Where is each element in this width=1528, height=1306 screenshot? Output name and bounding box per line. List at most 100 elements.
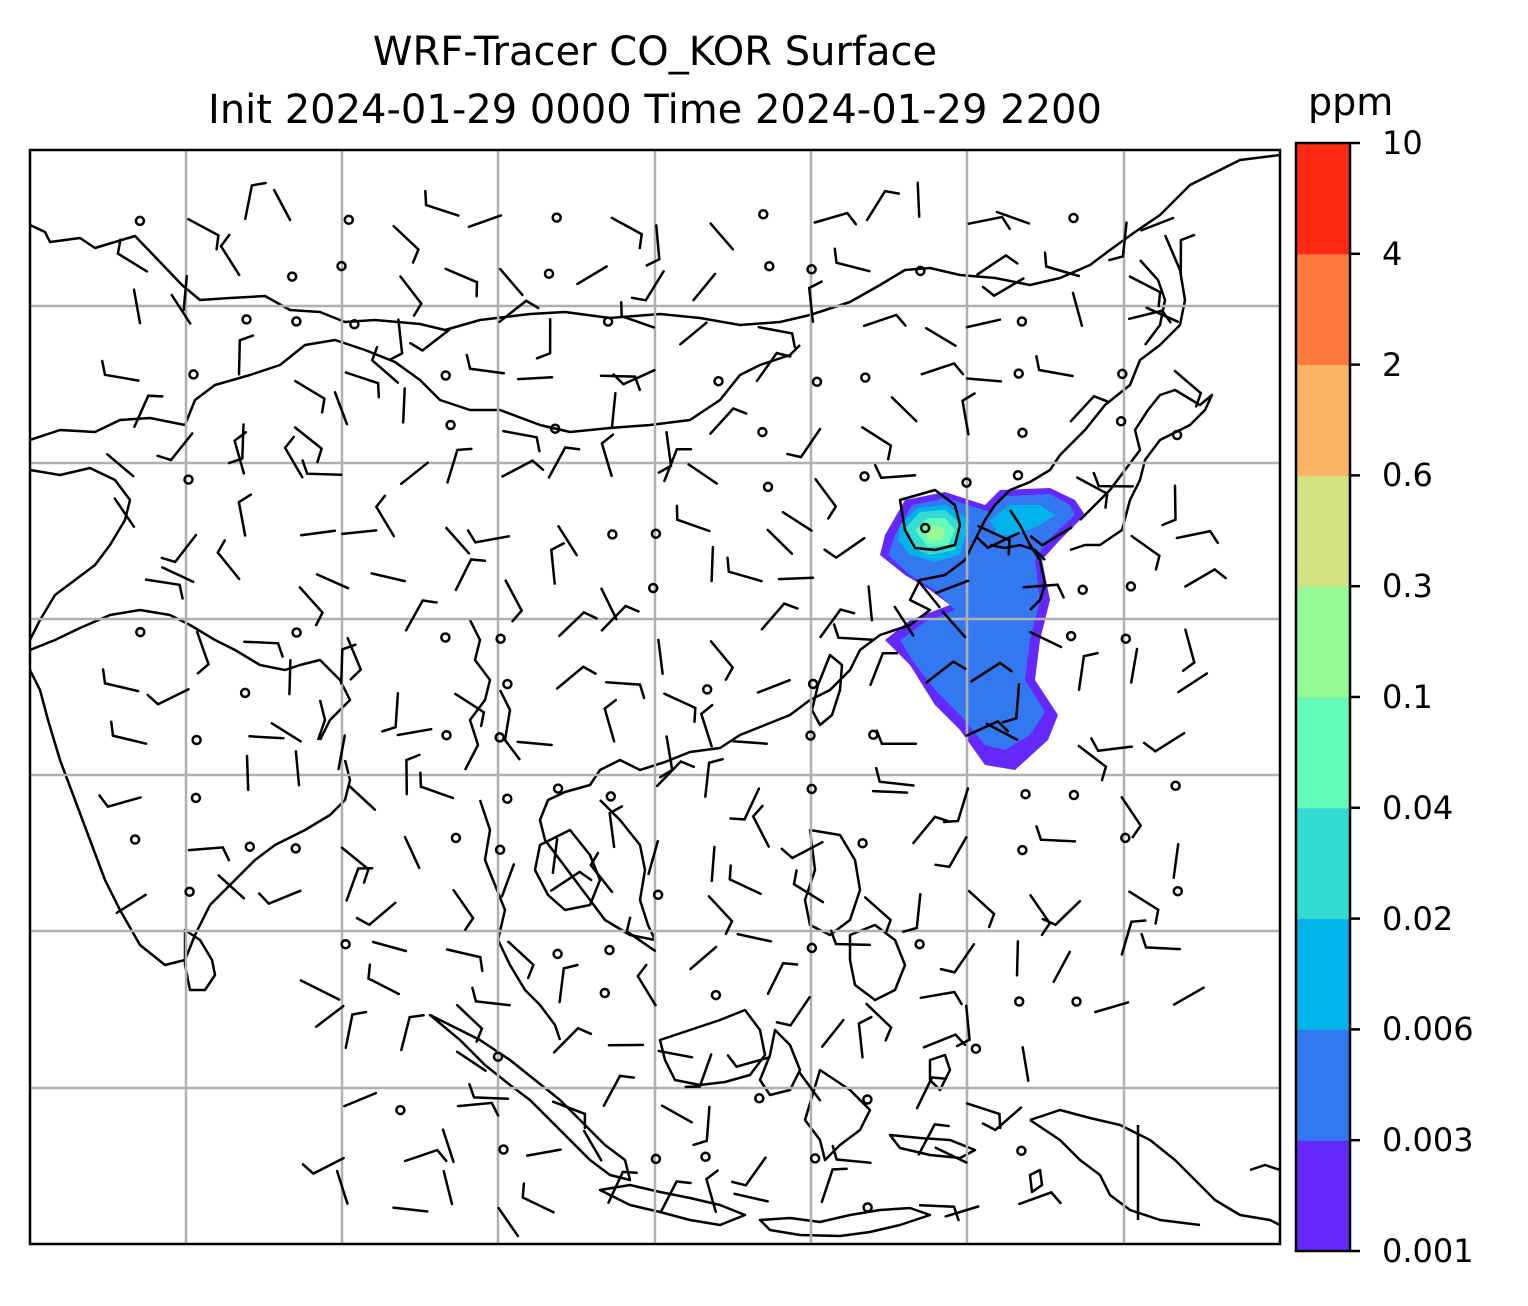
calm-wind-circle (1016, 1145, 1027, 1157)
wind-barb (833, 247, 871, 273)
wind-barb (917, 1123, 950, 1156)
calm-wind-circle (701, 684, 713, 695)
wind-barb (1120, 796, 1143, 839)
wind-barb (507, 940, 535, 980)
wind-barb (133, 394, 164, 429)
wind-barb (820, 1018, 845, 1048)
colorbar-tick-label: 0.003 (1382, 1121, 1474, 1160)
wind-barbs (98, 181, 1227, 1238)
calm-wind-circle (607, 529, 618, 540)
calm-wind-circle (552, 783, 564, 794)
wind-barb (902, 892, 922, 933)
colorbar-tick-label: 4 (1382, 234, 1403, 273)
wind-barb (132, 288, 142, 325)
wind-barb (445, 526, 471, 555)
calm-wind-circle (961, 477, 972, 488)
calm-wind-circle (286, 271, 298, 282)
wind-barb (403, 1148, 448, 1163)
calm-wind-circle (188, 369, 199, 380)
wind-barb (465, 353, 506, 375)
colorbar-tick-label: 10 (1382, 124, 1423, 162)
calm-wind-circle (134, 215, 146, 227)
wind-barb (657, 638, 664, 675)
wind-barb (625, 916, 657, 952)
wind-barb (807, 280, 823, 324)
map-gridlines (30, 150, 1280, 1244)
wind-barb (1142, 731, 1186, 753)
wind-barb (832, 623, 874, 641)
wind-barb (467, 214, 503, 229)
map-panel (30, 150, 1280, 1244)
wind-barb (452, 888, 475, 931)
wind-barb (294, 750, 301, 787)
wind-barb (98, 794, 142, 809)
calm-wind-circle (811, 376, 823, 388)
colorbar (1296, 143, 1350, 1252)
wind-barb (242, 640, 284, 658)
wind-barb (502, 429, 541, 453)
wind-barb (655, 760, 696, 788)
wind-barb (1077, 744, 1108, 782)
colorbar-segment (1296, 918, 1350, 1030)
wind-barb (339, 643, 357, 685)
wind-barb (156, 432, 194, 462)
wind-barb (985, 722, 1019, 741)
wind-barb (1092, 471, 1135, 488)
wind-barb (657, 1049, 694, 1059)
wind-barb (679, 321, 708, 346)
wind-barb (288, 658, 292, 696)
wind-barb (603, 698, 618, 743)
colorbar-segment (1296, 1029, 1350, 1141)
calm-wind-circle (1012, 470, 1024, 481)
calm-wind-circle (1065, 630, 1077, 642)
calm-wind-circle (1013, 368, 1024, 379)
colorbar-segment (1296, 1140, 1350, 1252)
map-title-line2: Init 2024-01-29 0000 Time 2024-01-29 220… (208, 87, 1102, 133)
colorbar-tick-label: 2 (1382, 345, 1403, 384)
wind-barb (786, 427, 822, 459)
wind-barb (766, 961, 799, 995)
wind-barb (1161, 484, 1177, 527)
calm-wind-circle (650, 528, 662, 539)
wind-barb (1077, 651, 1099, 692)
wind-barb (730, 1156, 767, 1187)
wind-barb (299, 529, 337, 537)
calm-wind-circle (604, 944, 615, 956)
wind-barb (100, 359, 140, 382)
wind-barb (187, 846, 231, 862)
wind-barb (456, 1101, 500, 1117)
calm-wind-circle (805, 730, 816, 741)
wind-barb (558, 610, 598, 638)
calm-wind-circle (1120, 832, 1131, 844)
calm-wind-circle (1077, 584, 1088, 596)
calm-wind-circle (183, 474, 194, 485)
calm-wind-circle (1117, 368, 1128, 380)
wind-barb (333, 391, 349, 426)
wind-barb (934, 579, 970, 595)
wind-barb (965, 719, 1010, 737)
wind-barb (187, 217, 220, 251)
colorbar-segment (1296, 364, 1350, 476)
wind-barb (729, 787, 761, 821)
wind-barb (981, 1106, 1023, 1132)
wind-barb (867, 585, 874, 622)
wind-barb (217, 874, 246, 900)
wind-barb (371, 940, 408, 953)
calm-wind-circle (340, 938, 351, 950)
wind-barb (600, 604, 640, 632)
wind-barb (1043, 251, 1081, 278)
wind-barb (497, 1206, 520, 1238)
calm-wind-circle (758, 209, 769, 220)
wind-barb (819, 608, 856, 639)
calm-wind-circle (809, 1153, 821, 1164)
wind-barb (692, 1105, 711, 1147)
wind-barb (441, 1128, 455, 1164)
wind-barb (599, 374, 642, 392)
wind-barb (1029, 631, 1063, 649)
wind-barb (813, 211, 858, 226)
wind-barb (961, 392, 976, 436)
calm-wind-circle (599, 987, 611, 999)
wind-barb (660, 1104, 694, 1124)
wind-barb (600, 587, 618, 621)
wind-barb (1177, 672, 1209, 694)
